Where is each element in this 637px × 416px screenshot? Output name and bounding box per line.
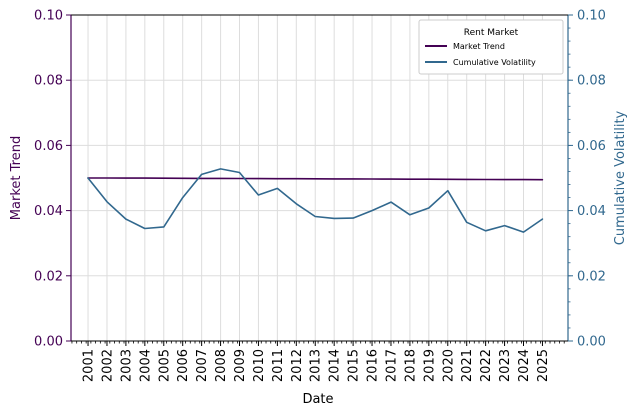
x-tick-label: 2010 — [252, 349, 267, 382]
right-tick-label: 0.02 — [577, 269, 606, 284]
series-line-cumulative-volatility — [87, 168, 544, 233]
x-tick-label: 2002 — [100, 349, 115, 382]
left-tick-label: 0.06 — [34, 139, 63, 154]
x-tick-label: 2024 — [517, 349, 532, 382]
x-tick-label: 2019 — [422, 349, 437, 382]
x-tick-label: 2020 — [441, 349, 456, 382]
right-axis-title: Cumulative Volatility — [613, 110, 628, 245]
x-tick-label: 2016 — [366, 349, 381, 382]
x-tick-label: 2011 — [271, 349, 286, 382]
x-tick-label: 2021 — [460, 349, 475, 382]
left-tick-label: 0.02 — [34, 269, 63, 284]
x-tick-label: 2003 — [119, 349, 134, 382]
plot-series — [87, 168, 544, 233]
x-tick-label: 2008 — [214, 349, 229, 382]
legend-box — [418, 19, 564, 75]
legend-title: Rent Market — [464, 28, 519, 38]
x-tick-label: 2007 — [195, 349, 210, 382]
right-tick-label: 0.00 — [577, 335, 606, 350]
x-tick-label: 2012 — [290, 349, 305, 382]
left-tick-label: 0.04 — [34, 204, 63, 219]
x-tick-label: 2022 — [479, 349, 494, 382]
right-tick-label: 0.04 — [577, 204, 606, 219]
left-axis-ticks: 0.00 0.02 0.04 0.06 0.08 0.10 — [34, 9, 71, 350]
right-tick-label: 0.06 — [577, 139, 606, 154]
legend-label-cumulative-volatility: Cumulative Volatility — [453, 58, 536, 67]
x-tick-label: 2014 — [328, 349, 343, 382]
right-tick-label: 0.08 — [577, 74, 606, 89]
x-tick-label: 2017 — [384, 349, 399, 382]
series-line-market-trend — [87, 177, 544, 181]
left-tick-label: 0.10 — [34, 9, 63, 24]
right-axis-ticks: 0.00 0.02 0.04 0.06 0.08 0.10 — [568, 9, 606, 350]
x-tick-label: 2013 — [309, 349, 324, 382]
legend-label-market-trend: Market Trend — [453, 42, 505, 51]
x-axis-title: Date — [302, 392, 333, 407]
x-tick-label: 2004 — [138, 349, 153, 382]
x-tick-label: 2006 — [176, 349, 191, 382]
x-axis-ticks: 2001 2002 2003 2004 2005 2006 2007 2008 2009 2010… — [71, 341, 565, 382]
left-tick-label: 0.00 — [34, 335, 63, 350]
left-tick-label: 0.08 — [34, 74, 63, 89]
left-axis-title: Market Trend — [9, 136, 24, 220]
x-tick-label: 2001 — [82, 349, 97, 382]
legend: Rent Market Market Trend Cumulative Vola… — [418, 19, 564, 75]
x-tick-label: 2015 — [347, 349, 362, 382]
x-tick-label: 2023 — [498, 349, 513, 382]
x-tick-label: 2005 — [157, 349, 172, 382]
x-tick-label: 2025 — [536, 349, 551, 382]
x-tick-label: 2018 — [403, 349, 418, 382]
x-tick-label: 2009 — [233, 349, 248, 382]
right-tick-label: 0.10 — [577, 9, 606, 24]
